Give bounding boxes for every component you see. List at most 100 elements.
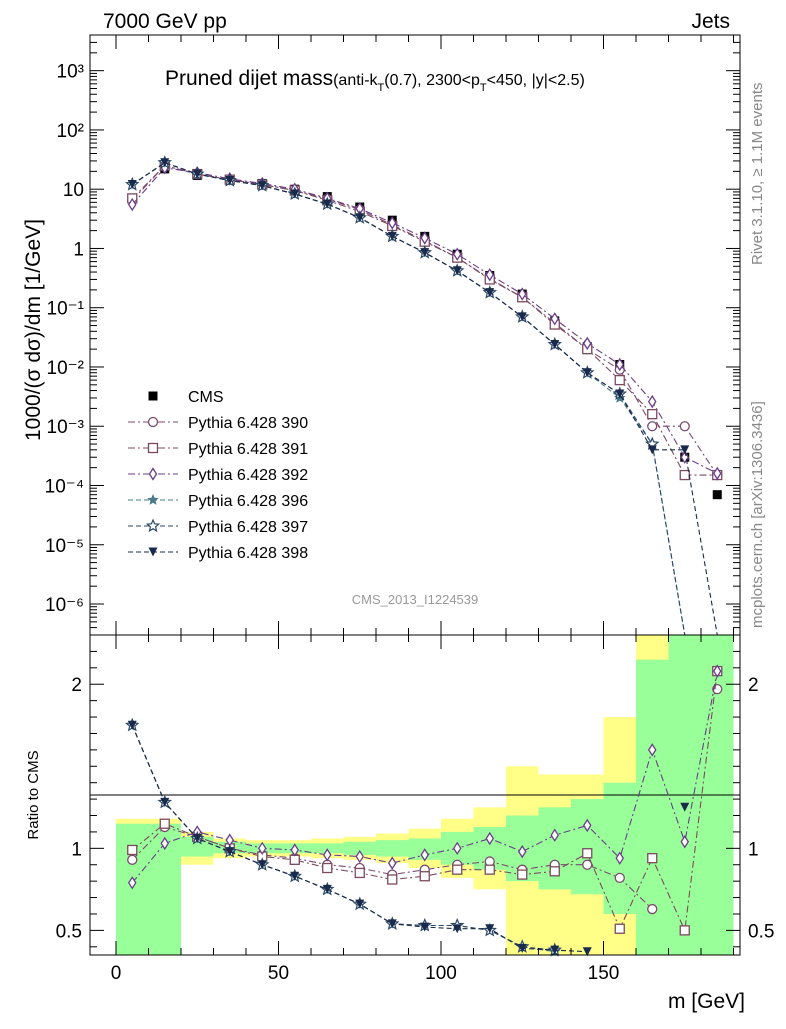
main-data-point xyxy=(647,394,657,409)
ratio-data-point xyxy=(582,947,592,957)
ratio-data-point xyxy=(452,864,463,875)
ratio-data-point xyxy=(127,876,137,890)
main-data-point xyxy=(647,408,658,420)
ratio-x-tick-label: 150 xyxy=(588,963,620,984)
header-left: 7000 GeV pp xyxy=(103,10,227,33)
main-data-point xyxy=(647,445,657,455)
legend-label: Pythia 6.428 398 xyxy=(188,545,308,562)
ratio-y-tick-label-right: 1 xyxy=(748,839,759,860)
legend: CMS Pythia 6.428 390 Pythia 6.428 391 Pythi… xyxy=(128,389,308,562)
main-y-tick-label: 10 xyxy=(63,180,84,201)
ratio-data-point xyxy=(550,828,560,842)
ratio-data-point xyxy=(680,835,690,849)
ratio-band-green xyxy=(343,841,376,855)
ratio-data-point xyxy=(192,833,202,843)
ratio-data-point xyxy=(322,848,332,862)
ratio-data-point xyxy=(680,802,690,812)
main-data-point xyxy=(615,357,625,372)
ratio-data-point xyxy=(127,854,138,865)
ratio-data-point xyxy=(647,903,658,915)
x-axis-label: m [GeV] xyxy=(668,990,745,1013)
ratio-data-point xyxy=(712,664,722,678)
ratio-plot-frame xyxy=(89,634,741,956)
ratio-band-green xyxy=(603,782,636,914)
watermark: CMS_2013_I1224539 xyxy=(352,592,479,607)
ratio-data-point xyxy=(517,943,527,953)
ratio-data-point xyxy=(679,925,690,936)
rivet-label: Rivet 3.1.10, ≥ 1.1M events xyxy=(749,83,766,266)
main-data-point xyxy=(452,247,462,261)
ratio-data-point xyxy=(354,867,365,879)
ratio-data-point xyxy=(257,841,267,856)
ratio-data-point xyxy=(647,743,657,757)
main-data-point xyxy=(485,288,495,298)
ratio-band-green xyxy=(538,807,571,890)
legend-marker xyxy=(145,518,161,533)
ratio-y-tick-label-right: 0.5 xyxy=(748,921,774,942)
legend-marker xyxy=(147,494,159,505)
ratio-data-point xyxy=(614,923,625,934)
ratio-data-point xyxy=(387,856,397,870)
main-data-point xyxy=(712,490,722,500)
main-y-tick-label: 10² xyxy=(57,121,84,142)
ratio-x-tick-label: 0 xyxy=(111,963,122,984)
main-xticks xyxy=(115,35,734,635)
ratio-data-point xyxy=(647,853,658,864)
main-data-point xyxy=(582,336,592,351)
mcplots-label: mcplots.cern.ch [arXiv:1306.3436] xyxy=(749,401,766,628)
main-data-point xyxy=(127,180,137,190)
ratio-data-point xyxy=(452,924,462,934)
ratio-data-point xyxy=(550,945,560,955)
main-data-point xyxy=(290,189,300,199)
legend-marker xyxy=(148,467,158,481)
main-data-point xyxy=(582,368,592,378)
header-right: Jets xyxy=(691,10,730,33)
ratio-series-5 xyxy=(127,720,690,957)
ratio-data-point xyxy=(485,924,495,934)
main-data-point xyxy=(192,169,202,179)
ratio-data-point xyxy=(420,922,430,932)
main-y-tick-label: 10⁻⁵ xyxy=(45,536,84,557)
main-data-point xyxy=(322,199,332,209)
chart-title: Pruned dijet mass(anti-kT(0.7), 2300<pT<… xyxy=(165,67,585,94)
main-data-point xyxy=(712,466,722,481)
ratio-band-green xyxy=(376,840,409,857)
main-data-point xyxy=(452,266,462,276)
legend-marker xyxy=(148,391,158,401)
ratio-band-green xyxy=(571,799,604,895)
ratio-data-point xyxy=(419,871,430,882)
legend-label: Pythia 6.428 392 xyxy=(188,467,308,484)
ratio-data-point xyxy=(225,847,235,857)
ratio-data-point xyxy=(257,860,267,870)
ratio-data-point xyxy=(160,836,170,851)
ratio-data-point xyxy=(614,872,625,884)
ratio-xticks: 0 50 100 150 xyxy=(111,635,734,984)
ratio-data-point xyxy=(387,919,397,929)
ratio-data-point xyxy=(420,848,430,862)
main-data-point xyxy=(615,389,625,399)
main-data-point xyxy=(355,213,365,223)
ratio-data-point xyxy=(485,831,495,846)
legend-label: Pythia 6.428 396 xyxy=(188,493,308,510)
ratio-y-tick-label: 0.5 xyxy=(56,921,82,942)
main-data-point xyxy=(679,421,690,432)
main-data-point xyxy=(614,374,625,386)
main-data-point xyxy=(420,248,430,258)
ratio-data-point xyxy=(290,871,300,881)
legend-marker xyxy=(147,442,159,454)
ratio-data-point xyxy=(582,848,593,859)
ratio-x-tick-label: 100 xyxy=(425,963,457,984)
ratio-data-point xyxy=(127,844,138,856)
main-y-tick-label: 10⁻¹ xyxy=(47,299,85,320)
ratio-y-tick-label-right: 2 xyxy=(748,675,759,696)
ratio-data-point xyxy=(322,862,333,874)
main-y-tick-label: 10⁻⁴ xyxy=(45,476,84,497)
legend-label: CMS xyxy=(188,389,224,406)
main-data-point xyxy=(387,216,397,230)
main-data-point xyxy=(225,176,235,186)
ratio-series-group xyxy=(124,664,723,957)
ratio-series-2 xyxy=(127,664,722,890)
ratio-data-point xyxy=(355,899,365,909)
ratio-data-point xyxy=(517,844,527,859)
ratio-data-point xyxy=(160,797,170,807)
